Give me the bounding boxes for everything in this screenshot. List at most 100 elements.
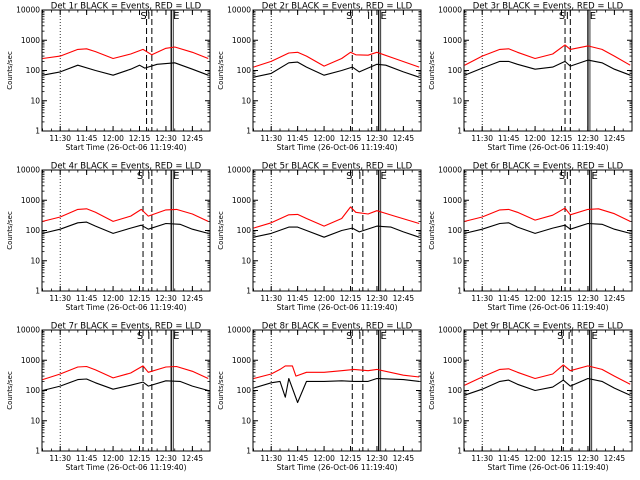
x-tick-label: 12:45	[393, 294, 415, 303]
event-marker-label: S	[346, 331, 352, 342]
x-tick-label: 12:30	[366, 454, 388, 463]
lld-series-line	[42, 365, 209, 381]
x-tick-label: 12:00	[524, 134, 546, 143]
x-tick-label: 12:30	[577, 454, 599, 463]
plot-frame	[252, 329, 422, 452]
x-tick-label: 11:45	[498, 454, 520, 463]
events-series-line	[253, 377, 420, 404]
x-tick-label: 12:45	[604, 134, 626, 143]
event-marker-label: I	[147, 331, 150, 342]
panel-title: Det 8r BLACK = Events, RED = LLD	[262, 322, 413, 332]
y-tick-label: 1000	[232, 196, 251, 205]
x-tick-label: 12:30	[155, 294, 177, 303]
panel-title: Det 2r BLACK = Events, RED = LLD	[262, 2, 413, 12]
y-axis-label: Counts/sec	[428, 211, 436, 250]
y-axis-label: Counts/sec	[6, 211, 14, 250]
y-tick-label: 10000	[438, 6, 462, 15]
plot-frame	[41, 329, 211, 452]
event-marker-label: E	[592, 171, 598, 182]
x-axis-label: Start Time (26-Oct-06 11:19:40)	[276, 303, 397, 312]
x-tick-label: 12:00	[313, 294, 335, 303]
x-tick-label: 12:45	[182, 294, 204, 303]
x-tick-label: 12:00	[524, 454, 546, 463]
event-marker-label: S	[346, 11, 352, 22]
x-tick-label: 12:15	[551, 134, 573, 143]
x-tick-label: 11:45	[76, 454, 98, 463]
event-marker-label: E	[590, 11, 596, 22]
y-tick-label: 1000	[21, 36, 40, 45]
y-tick-label: 1	[246, 287, 251, 296]
event-marker-label: S	[137, 331, 143, 342]
x-tick-label: 12:15	[340, 294, 362, 303]
x-tick-label: 12:00	[102, 134, 124, 143]
x-tick-label: 11:30	[471, 294, 493, 303]
event-marker-label: E	[381, 11, 387, 22]
x-tick-label: 11:45	[287, 294, 309, 303]
lld-series-line	[42, 208, 209, 222]
y-tick-label: 100	[26, 226, 41, 235]
lld-series-line	[253, 365, 420, 380]
x-axis-label: Start Time (26-Oct-06 11:19:40)	[65, 463, 186, 472]
panel-title: Det 4r BLACK = Events, RED = LLD	[51, 162, 202, 172]
y-tick-label: 100	[237, 226, 252, 235]
y-tick-label: 10000	[438, 166, 462, 175]
event-marker-label: E	[173, 171, 179, 182]
y-tick-label: 1	[246, 447, 251, 456]
events-series-line	[42, 378, 209, 392]
x-tick-label: 12:30	[366, 294, 388, 303]
events-series-line	[42, 62, 209, 76]
event-marker-label: E	[381, 331, 387, 342]
x-tick-label: 11:45	[76, 134, 98, 143]
chart-panel: Det 9r BLACK = Events, RED = LLD 1 10 100 10…	[428, 322, 633, 472]
x-tick-label: 11:30	[49, 134, 71, 143]
x-axis-label: Start Time (26-Oct-06 11:19:40)	[65, 303, 186, 312]
events-series-line	[464, 377, 631, 396]
chart-panel: Det 5r BLACK = Events, RED = LLD 1 10 100 10…	[217, 162, 422, 312]
x-tick-label: 12:30	[366, 134, 388, 143]
x-tick-label: 12:30	[577, 294, 599, 303]
y-tick-label: 1	[35, 127, 40, 136]
x-tick-label: 12:30	[577, 134, 599, 143]
event-marker-label: E	[592, 331, 598, 342]
y-tick-label: 10	[30, 416, 40, 425]
panel-title: Det 1r BLACK = Events, RED = LLD	[51, 2, 202, 12]
y-axis-label: Counts/sec	[6, 51, 14, 90]
chart-panel: Det 4r BLACK = Events, RED = LLD 1 10 100 10…	[6, 162, 211, 312]
y-axis-label: Counts/sec	[428, 51, 436, 90]
y-tick-label: 10	[452, 416, 462, 425]
x-tick-label: 12:15	[551, 294, 573, 303]
x-axis-label: Start Time (26-Oct-06 11:19:40)	[487, 143, 608, 152]
plot-frame	[463, 329, 633, 452]
event-marker-label: I	[358, 171, 361, 182]
panel-title: Det 5r BLACK = Events, RED = LLD	[262, 162, 413, 172]
y-tick-label: 10	[30, 256, 40, 265]
event-marker-label: I	[568, 331, 571, 342]
x-tick-label: 12:00	[313, 454, 335, 463]
y-tick-label: 10	[30, 96, 40, 105]
y-tick-label: 100	[448, 386, 463, 395]
y-tick-label: 10000	[16, 6, 40, 15]
x-tick-label: 11:30	[471, 134, 493, 143]
x-tick-label: 11:30	[260, 294, 282, 303]
y-tick-label: 1000	[232, 36, 251, 45]
event-marker-label: S	[140, 11, 146, 22]
x-tick-label: 11:30	[260, 454, 282, 463]
chart-panel: Det 7r BLACK = Events, RED = LLD 1 10 100 10…	[6, 322, 211, 472]
y-tick-label: 1000	[21, 196, 40, 205]
x-tick-label: 12:15	[551, 454, 573, 463]
event-marker-label: I	[367, 11, 370, 22]
plot-frame	[252, 9, 422, 132]
chart-panel: Det 6r BLACK = Events, RED = LLD 1 10 100 10…	[428, 162, 633, 312]
y-tick-label: 1	[35, 287, 40, 296]
x-axis-label: Start Time (26-Oct-06 11:19:40)	[276, 463, 397, 472]
y-tick-label: 1000	[232, 356, 251, 365]
y-tick-label: 1	[457, 287, 462, 296]
event-marker-label: S	[559, 11, 565, 22]
event-marker-label: S	[557, 331, 563, 342]
y-tick-label: 100	[26, 386, 41, 395]
y-tick-label: 10000	[16, 326, 40, 335]
x-tick-label: 12:45	[182, 454, 204, 463]
x-tick-label: 11:30	[471, 454, 493, 463]
y-axis-label: Counts/sec	[428, 371, 436, 410]
y-tick-label: 100	[448, 66, 463, 75]
